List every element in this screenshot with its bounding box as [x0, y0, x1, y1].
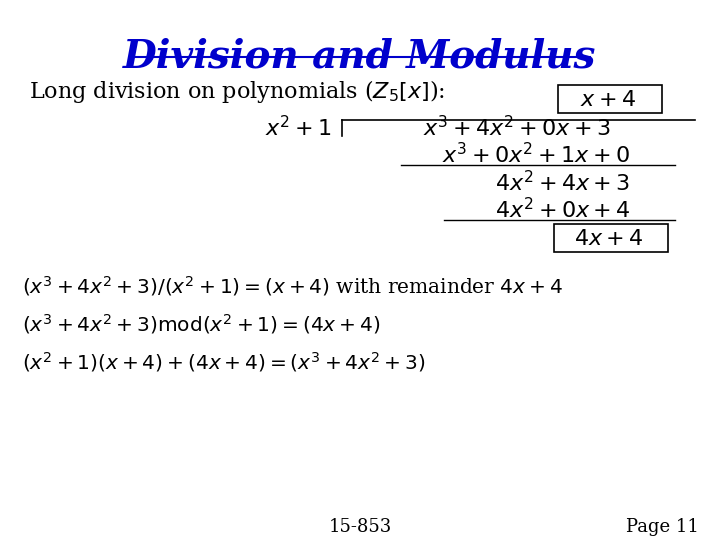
- FancyBboxPatch shape: [554, 224, 668, 252]
- Text: Division and Modulus: Division and Modulus: [123, 38, 597, 76]
- Text: 15-853: 15-853: [328, 517, 392, 536]
- Text: $(x^3+4x^2+3)/(x^2+1)=(x+4)$ with remainder $4x+4$: $(x^3+4x^2+3)/(x^2+1)=(x+4)$ with remain…: [22, 274, 562, 298]
- Text: $x+4$: $x+4$: [580, 89, 636, 111]
- FancyBboxPatch shape: [558, 85, 662, 113]
- Text: $x^2+1$: $x^2+1$: [264, 116, 331, 141]
- Text: $x^3+0x^2+1x+0$: $x^3+0x^2+1x+0$: [442, 143, 631, 168]
- Text: Page 11: Page 11: [626, 517, 699, 536]
- Text: $4x^2+4x+3$: $4x^2+4x+3$: [495, 171, 631, 196]
- Text: $4x^2+0x+4$: $4x^2+0x+4$: [495, 198, 631, 223]
- Text: $4x+4$: $4x+4$: [574, 228, 643, 249]
- Text: Long division on polynomials ($Z_5[x]$):: Long division on polynomials ($Z_5[x]$):: [29, 78, 445, 105]
- Text: $x^3+4x^2+0x+3$: $x^3+4x^2+0x+3$: [423, 116, 611, 141]
- Text: $(x^3+4x^2+3)\mathrm{mod}(x^2+1)=(4x+4)$: $(x^3+4x^2+3)\mathrm{mod}(x^2+1)=(4x+4)$: [22, 312, 380, 336]
- Text: $(x^2+1)(x+4)+(4x+4)=(x^3+4x^2+3)$: $(x^2+1)(x+4)+(4x+4)=(x^3+4x^2+3)$: [22, 350, 426, 374]
